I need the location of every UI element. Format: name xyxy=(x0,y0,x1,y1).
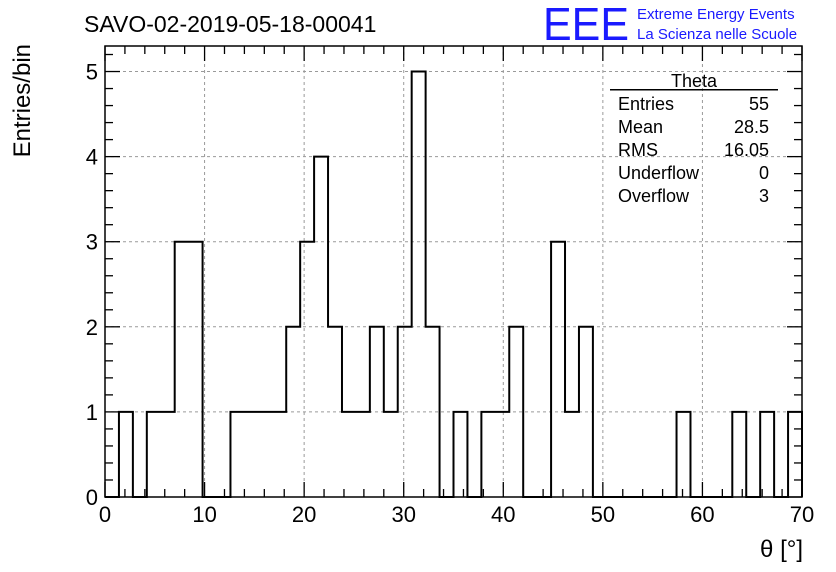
x-tick-label: 0 xyxy=(99,502,111,527)
y-tick-label: 5 xyxy=(86,60,98,85)
plot-frame xyxy=(104,45,803,498)
eee-logo: EEE xyxy=(543,0,629,50)
stats-label: Entries xyxy=(618,94,674,114)
stats-value: 28.5 xyxy=(734,117,769,137)
x-tick-label: 10 xyxy=(192,502,216,527)
logo-line-2: La Scienza nelle Scuole xyxy=(637,26,797,43)
x-tick-label: 50 xyxy=(591,502,615,527)
stats-label: Underflow xyxy=(618,163,700,183)
y-axis-label: Entries/bin xyxy=(9,44,36,157)
stats-value: 3 xyxy=(759,186,769,206)
x-tick-label: 40 xyxy=(491,502,515,527)
stats-value: 16.05 xyxy=(724,140,769,160)
x-tick-label: 30 xyxy=(391,502,415,527)
x-tick-label: 60 xyxy=(690,502,714,527)
histogram-series-line xyxy=(105,70,803,498)
y-tick-label: 3 xyxy=(86,230,98,255)
stats-label: Overflow xyxy=(618,186,690,206)
x-axis-label: θ [°] xyxy=(760,536,803,563)
y-tick-label: 1 xyxy=(86,400,98,425)
y-tick-label: 2 xyxy=(86,315,98,340)
stats-rows: Entries 55 Mean 28.5 RMS 16.05 Underflow 0 Overf… xyxy=(618,94,769,206)
x-tick-label: 20 xyxy=(292,502,316,527)
stats-label: Mean xyxy=(618,117,663,137)
x-tick-label: 70 xyxy=(790,502,814,527)
stats-value: 0 xyxy=(759,163,769,183)
stats-value: 55 xyxy=(749,94,769,114)
stats-box: Theta Entries 55 Mean 28.5 RMS 16.05 Underflow… xyxy=(610,71,778,206)
y-tick-label: 0 xyxy=(86,485,98,510)
y-tick-label: 4 xyxy=(86,145,98,170)
stats-label: RMS xyxy=(618,140,658,160)
logo-line-1: Extreme Energy Events xyxy=(637,6,795,23)
stats-title: Theta xyxy=(671,71,718,91)
stats-box-rule xyxy=(610,89,778,91)
run-title: SAVO-02-2019-05-18-00041 xyxy=(84,11,376,37)
